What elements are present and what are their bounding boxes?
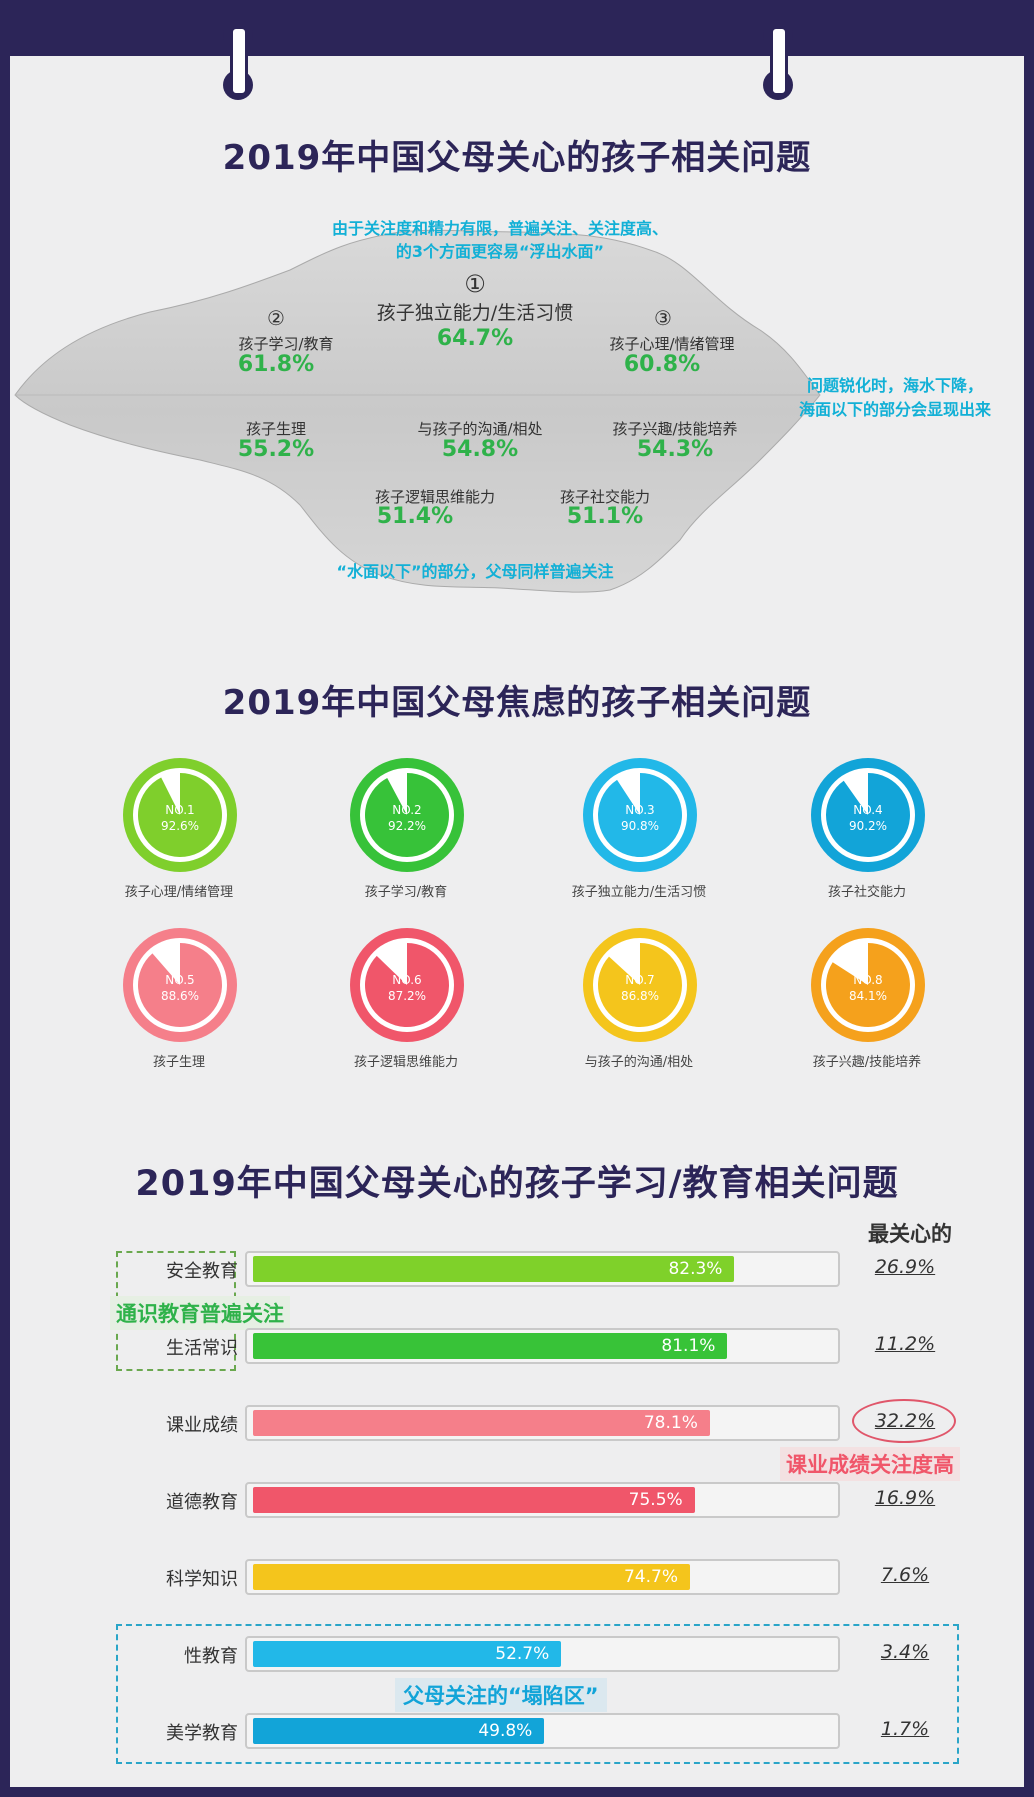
most-concerned-value: 7.6% <box>880 1564 930 1586</box>
donut-2-slice <box>364 773 449 857</box>
donut-3-slice <box>598 773 682 857</box>
donut-4-slice <box>825 773 910 857</box>
callout-general: 通识教育普遍关注 <box>110 1296 290 1330</box>
donut-2-rank: NO.2 <box>392 803 421 817</box>
item6-label: 孩子兴趣/技能培养 <box>612 420 738 438</box>
section3-title: 2019年中国父母关心的孩子学习/教育相关问题 <box>135 1164 899 1204</box>
bar-category-label: 科学知识 <box>166 1569 238 1590</box>
most-concerned-value: 16.9% <box>874 1487 936 1509</box>
donut-2: NO.2 92.2% <box>350 758 464 872</box>
donut-2-value: 92.2% <box>388 819 426 833</box>
bar-fill: 74.7% <box>253 1564 690 1590</box>
bar-fill: 82.3% <box>253 1256 735 1282</box>
donut-1-value: 92.6% <box>161 819 199 833</box>
donut6-caption: 孩子逻辑思维能力 <box>353 1055 458 1070</box>
donut7-caption: 与孩子的沟通/相处 <box>584 1055 694 1070</box>
right-column-header: 最关心的 <box>868 1222 952 1246</box>
item2-value: 61.8% <box>237 352 315 377</box>
donut-8: NO.8 84.1% <box>811 928 925 1042</box>
binder-ring-right <box>770 26 788 96</box>
donut8-caption: 孩子兴趣/技能培养 <box>812 1055 922 1070</box>
item5-value: 54.8% <box>441 437 519 462</box>
donut1-caption: 孩子心理/情绪管理 <box>124 885 234 900</box>
donut-8-value: 84.1% <box>849 989 887 1003</box>
most-concerned-value: 1.7% <box>880 1718 930 1740</box>
bar-fill: 52.7% <box>253 1641 562 1667</box>
bar-category-label: 课业成绩 <box>166 1415 238 1436</box>
donut-5-value: 88.6% <box>161 989 199 1003</box>
donut-7-rank: NO.7 <box>625 973 654 987</box>
donut-6-rank: NO.6 <box>392 973 421 987</box>
donut4-caption: 孩子社交能力 <box>827 885 906 900</box>
donut-7: NO.7 86.8% <box>583 928 697 1042</box>
item7-value: 51.4% <box>376 504 454 529</box>
rank-2: ② <box>267 306 285 330</box>
donut-7-slice <box>598 943 682 1027</box>
item6-value: 54.3% <box>636 437 714 462</box>
most-concerned-value: 11.2% <box>874 1333 936 1355</box>
donut-3: NO.3 90.8% <box>583 758 697 872</box>
bar-fill: 81.1% <box>253 1333 728 1359</box>
donut-5: NO.5 88.6% <box>123 928 237 1042</box>
donut-4-value: 90.2% <box>849 819 887 833</box>
item4-label: 孩子生理 <box>245 420 306 438</box>
callout-collapse: 父母关注的“塌陷区” <box>395 1678 607 1712</box>
grades-circle <box>852 1399 956 1443</box>
donut-4: NO.4 90.2% <box>811 758 925 872</box>
donut2-caption: 孩子学习/教育 <box>364 885 448 900</box>
donut-4-rank: NO.4 <box>853 803 882 817</box>
bar-category-label: 道德教育 <box>166 1492 238 1513</box>
item1-label: 孩子独立能力/生活习惯 <box>376 302 574 324</box>
anxiety-rank-donuts: NO.1 92.6% NO.2 92.2% NO.3 90.8% NO.4 90.2% NO.5… <box>123 758 925 1042</box>
item7-label: 孩子逻辑思维能力 <box>374 488 495 506</box>
donut-1: NO.1 92.6% <box>123 758 237 872</box>
donut-6-slice <box>365 943 449 1027</box>
donut-3-value: 90.8% <box>621 819 659 833</box>
collapse-zone-box <box>116 1624 959 1764</box>
item8-label: 孩子社交能力 <box>559 488 650 506</box>
most-concerned-value: 32.2% <box>874 1410 936 1432</box>
donut-6-value: 87.2% <box>388 989 426 1003</box>
donut-8-slice <box>825 943 910 1027</box>
item3-value: 60.8% <box>623 352 701 377</box>
donut-6: NO.6 87.2% <box>350 928 464 1042</box>
rank-1: ① <box>464 270 486 298</box>
binder-ring-left <box>230 26 248 96</box>
top-bar <box>0 0 1034 56</box>
rank-3: ③ <box>654 306 672 330</box>
donut3-caption: 孩子独立能力/生活习惯 <box>571 885 707 900</box>
donut-5-slice <box>138 943 222 1027</box>
item1-value: 64.7% <box>436 326 514 351</box>
bar-category-label: 生活常识 <box>166 1338 238 1359</box>
note-right-line2: 海面以下的部分会显现出来 <box>798 400 991 419</box>
section2-title: 2019年中国父母焦虑的孩子相关问题 <box>222 683 812 723</box>
bar-fill: 49.8% <box>253 1718 545 1744</box>
section1-title: 2019年中国父母关心的孩子相关问题 <box>222 138 812 178</box>
item3-label: 孩子心理/情绪管理 <box>609 335 735 353</box>
donut-1-rank: NO.1 <box>165 803 194 817</box>
item5-label: 与孩子的沟通/相处 <box>417 420 543 438</box>
note-top-line1: 由于关注度和精力有限，普遍关注、关注度高、 <box>331 219 668 238</box>
donut-5-rank: NO.5 <box>165 973 194 987</box>
most-concerned-value: 3.4% <box>880 1641 930 1663</box>
note-bottom: “水面以下”的部分，父母同样普遍关注 <box>336 562 614 581</box>
donut-1-slice <box>137 773 222 857</box>
donut-8-rank: NO.8 <box>853 973 882 987</box>
donut-7-value: 86.8% <box>621 989 659 1003</box>
bar-category-label: 安全教育 <box>166 1261 238 1282</box>
bar-fill: 75.5% <box>253 1487 695 1513</box>
most-concerned-value: 26.9% <box>874 1256 936 1278</box>
item8-value: 51.1% <box>566 504 644 529</box>
bar-category-label: 性教育 <box>184 1646 238 1667</box>
donut-3-rank: NO.3 <box>625 803 654 817</box>
bar-fill: 78.1% <box>253 1410 710 1436</box>
item4-value: 55.2% <box>237 437 315 462</box>
callout-grades: 课业成绩关注度高 <box>780 1447 960 1481</box>
item2-label: 孩子学习/教育 <box>238 335 334 353</box>
bar-category-label: 美学教育 <box>166 1723 238 1744</box>
note-top-line2: 的3个方面更容易“浮出水面” <box>395 242 605 261</box>
donut5-caption: 孩子生理 <box>152 1055 205 1070</box>
note-right-line1: 问题锐化时，海水下降， <box>806 376 983 395</box>
iceberg-shape <box>14 229 821 593</box>
